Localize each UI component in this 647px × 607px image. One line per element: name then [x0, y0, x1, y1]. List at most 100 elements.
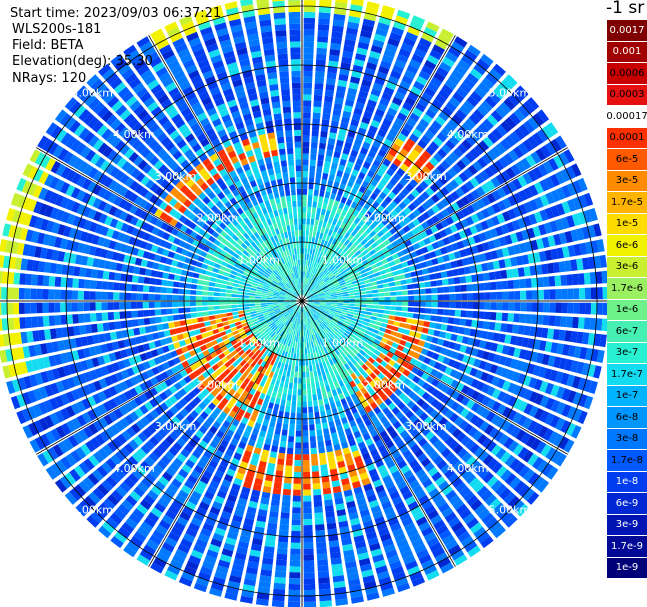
range-gate-cell — [426, 244, 434, 252]
range-gate-cell — [465, 376, 474, 386]
range-gate-cell — [303, 501, 312, 508]
range-gate-cell — [316, 387, 322, 395]
range-gate-cell — [390, 70, 402, 80]
range-gate-cell — [89, 291, 96, 300]
range-gate-cell — [154, 294, 161, 301]
range-gate-cell — [573, 302, 580, 314]
range-gate-cell — [365, 234, 372, 242]
range-gate-cell — [361, 215, 369, 223]
range-gate-cell — [393, 275, 400, 281]
range-gate-cell — [302, 236, 305, 243]
range-gate-cell — [441, 447, 452, 458]
range-gate-cell — [418, 521, 431, 532]
range-gate-cell — [482, 136, 494, 148]
range-gate-cell — [422, 113, 433, 124]
range-gate-cell — [330, 43, 341, 51]
range-gate-cell — [520, 302, 527, 312]
range-gate-cell — [541, 125, 554, 139]
range-gate-cell — [397, 401, 406, 410]
range-gate-cell — [302, 200, 307, 207]
range-gate-cell — [311, 322, 316, 328]
range-gate-cell — [440, 347, 448, 356]
range-gate-cell — [372, 305, 379, 309]
range-gate-cell — [459, 276, 467, 284]
range-gate-cell — [303, 65, 313, 72]
range-gate-cell — [327, 229, 333, 237]
range-gate-cell — [201, 301, 208, 306]
range-gate-cell — [304, 277, 307, 284]
range-gate-cell — [225, 308, 232, 313]
range-gate-cell — [385, 511, 397, 521]
range-gate-cell — [161, 316, 168, 323]
range-gate-cell — [327, 457, 336, 464]
range-gate-cell — [349, 295, 355, 299]
range-gate-cell — [410, 148, 420, 159]
range-gate-cell — [291, 365, 295, 372]
range-gate-cell — [452, 499, 465, 511]
range-gate-cell — [507, 409, 517, 421]
range-gate-cell — [144, 325, 152, 334]
range-gate-cell — [302, 271, 304, 278]
range-gate-cell — [313, 298, 320, 300]
range-gate-cell — [505, 423, 516, 435]
range-gate-cell — [303, 466, 310, 473]
range-gate-cell — [377, 149, 387, 158]
range-gate-cell — [378, 305, 385, 310]
range-gate-cell — [294, 460, 301, 467]
range-gate-cell — [344, 232, 351, 239]
range-gate-cell — [460, 408, 470, 418]
range-gate-cell — [394, 214, 403, 223]
range-gate-cell — [427, 509, 439, 520]
range-gate-cell — [567, 245, 576, 257]
range-gate-cell — [510, 335, 518, 346]
range-gate-cell — [387, 485, 398, 495]
range-gate-cell — [319, 258, 324, 265]
range-gate-cell — [423, 253, 431, 261]
range-gate-cell — [481, 153, 493, 165]
range-gate-cell — [303, 572, 315, 579]
range-gate-cell — [334, 355, 341, 363]
range-gate-cell — [431, 215, 440, 224]
range-gate-cell — [211, 324, 218, 330]
range-gate-cell — [309, 323, 313, 329]
range-gate-cell — [406, 193, 416, 202]
range-gate-cell — [565, 166, 577, 180]
range-gate-cell — [327, 391, 333, 398]
range-gate-cell — [302, 436, 309, 443]
range-gate-cell — [277, 547, 288, 555]
range-gate-cell — [231, 290, 238, 294]
range-gate-cell — [95, 291, 102, 300]
range-gate-cell — [470, 402, 481, 413]
range-gate-cell — [352, 348, 359, 355]
range-gate-cell — [160, 287, 167, 294]
range-gate-cell — [303, 566, 315, 573]
range-gate-cell — [287, 388, 293, 395]
range-gate-cell — [484, 292, 491, 300]
range-gate-cell — [396, 112, 408, 122]
range-gate-cell — [303, 330, 306, 337]
range-gate-cell — [445, 216, 454, 226]
range-gate-cell — [324, 293, 331, 296]
range-gate-cell — [583, 395, 594, 410]
range-gate-cell — [514, 127, 526, 141]
range-gate-cell — [376, 182, 385, 191]
range-gate-cell — [356, 190, 364, 199]
range-gate-cell — [479, 253, 487, 262]
range-gate-cell — [319, 298, 326, 300]
range-gate-cell — [303, 471, 311, 478]
range-gate-cell — [321, 119, 330, 126]
range-gate-cell — [294, 454, 302, 461]
range-gate-cell — [310, 308, 316, 313]
range-gate-cell — [261, 294, 267, 298]
range-gate-cell — [392, 158, 402, 167]
range-gate-cell — [421, 191, 430, 200]
range-gate-cell — [360, 327, 367, 333]
range-gate-cell — [578, 317, 585, 329]
range-gate-cell — [562, 246, 570, 258]
range-gate-cell — [491, 128, 503, 141]
range-gate-cell — [30, 288, 37, 300]
range-gate-cell — [527, 338, 535, 349]
range-gate-cell — [527, 453, 539, 467]
range-gate-cell — [216, 322, 224, 328]
range-gate-cell — [426, 350, 434, 358]
